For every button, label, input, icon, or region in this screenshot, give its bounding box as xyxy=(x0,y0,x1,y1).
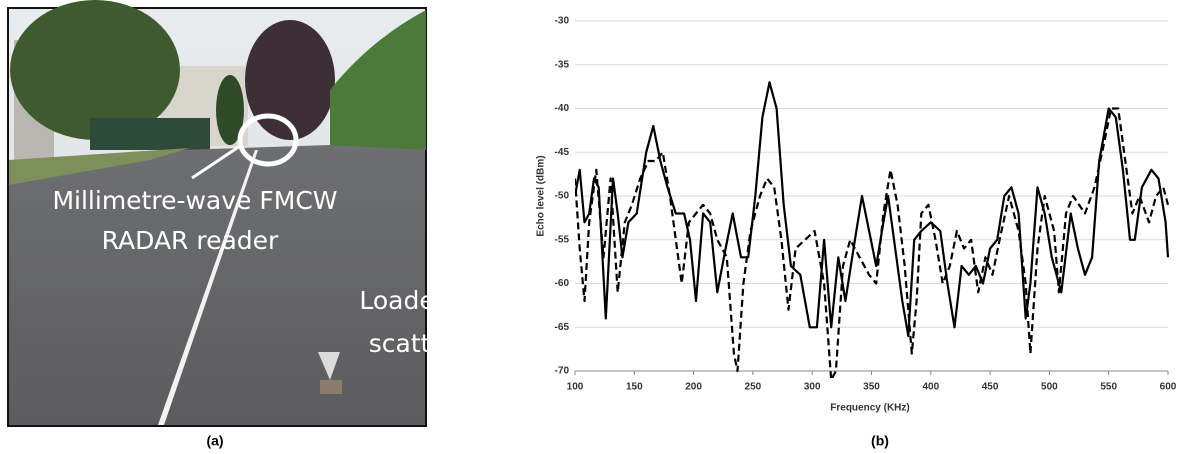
x-tick-label: 500 xyxy=(1041,382,1058,393)
y-tick-label: -65 xyxy=(555,322,570,333)
photo: Millimetre-wave FMCW RADAR reader Loaded… xyxy=(7,0,482,427)
x-tick-label: 150 xyxy=(626,382,643,393)
photo-annotation: RADAR reader xyxy=(102,226,279,255)
photo-annotation: scatterer xyxy=(369,329,482,358)
x-tick-label: 250 xyxy=(745,382,762,393)
y-tick-label: -70 xyxy=(555,366,570,377)
x-tick-label: 200 xyxy=(685,382,702,393)
series-line xyxy=(575,81,1169,338)
series-line xyxy=(575,107,1169,378)
photo-annotation: Loaded xyxy=(359,286,450,315)
y-tick-label: -35 xyxy=(555,59,570,70)
y-tick-label: -30 xyxy=(555,16,570,27)
y-tick-label: -60 xyxy=(555,278,570,289)
y-axis-label: Echo level (dBm) xyxy=(536,155,547,236)
x-axis-label: Frequency (KHz) xyxy=(830,403,909,414)
x-tick-label: 300 xyxy=(804,382,821,393)
y-tick-label: -45 xyxy=(555,147,570,158)
x-tick-label: 400 xyxy=(922,382,939,393)
photo-annotation: Millimetre-wave FMCW xyxy=(52,186,337,215)
x-tick-label: 350 xyxy=(863,382,880,393)
chart: -30 -35 -40 -45 -50 -55 -60 -65 -70 100 150 200 250 3… xyxy=(555,16,1177,393)
y-tick-label: -50 xyxy=(555,191,570,202)
x-tick-label: 600 xyxy=(1160,382,1177,393)
y-tick-label: -40 xyxy=(555,103,570,114)
x-tick-label: 100 xyxy=(567,382,584,393)
x-tick-label: 450 xyxy=(982,382,999,393)
photo-caption: (a) xyxy=(206,433,223,449)
y-tick-label: -55 xyxy=(555,234,570,245)
chart-caption: (b) xyxy=(871,433,889,449)
x-tick-label: 550 xyxy=(1100,382,1117,393)
